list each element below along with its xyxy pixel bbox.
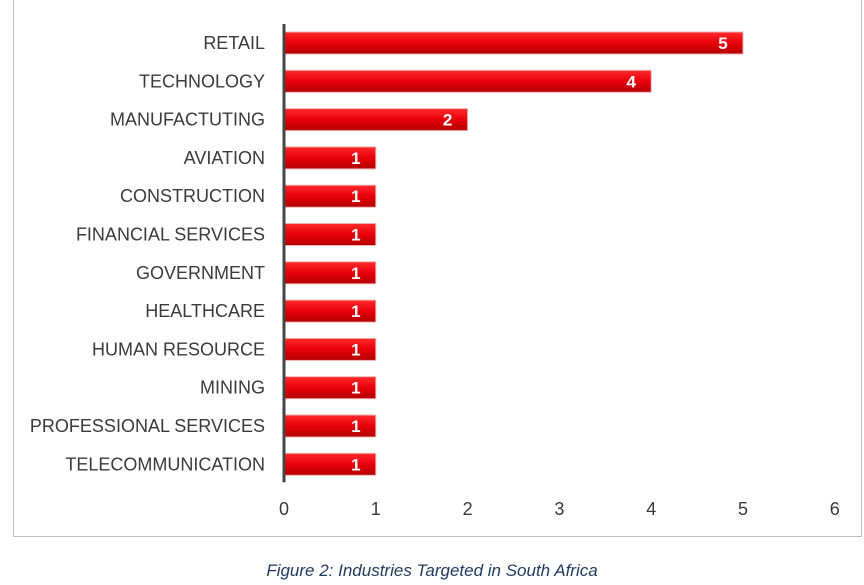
bar-financial-services: [283, 223, 377, 246]
category-label-mining: MINING: [200, 378, 265, 398]
data-label-aviation: 1: [351, 149, 360, 168]
bar-mining: [283, 376, 377, 400]
data-label-healthcare: 1: [351, 302, 360, 321]
data-label-mining: 1: [351, 379, 360, 398]
bar-construction: [283, 184, 377, 208]
category-labels: RETAIL TECHNOLOGY MANUFACTUTING AVIATION CON…: [30, 33, 265, 474]
bar-aviation: [283, 146, 377, 170]
data-label-technology: 4: [626, 72, 636, 91]
x-tick-label-5: 5: [738, 499, 748, 519]
bar-human-resource: [283, 337, 377, 361]
x-tick-label-4: 4: [646, 499, 656, 519]
data-label-financial-services: 1: [351, 226, 360, 245]
category-label-retail: RETAIL: [203, 33, 265, 53]
category-label-human-resource: HUMAN RESOURCE: [92, 339, 265, 359]
x-tick-label-2: 2: [463, 499, 473, 519]
data-label-human-resource: 1: [351, 340, 360, 359]
data-label-retail: 5: [718, 34, 727, 53]
data-label-construction: 1: [351, 187, 360, 206]
data-labels: 5 4 2 1 1 1 1 1 1 1 1 1: [351, 34, 728, 474]
category-label-technology: TECHNOLOGY: [139, 71, 265, 91]
bar-manufactuting: [283, 108, 469, 132]
x-tick-label-1: 1: [371, 499, 381, 519]
x-tick-label-6: 6: [830, 499, 840, 519]
industries-bar-chart: RETAIL TECHNOLOGY MANUFACTUTING AVIATION CON…: [30, 24, 840, 519]
x-tick-label-0: 0: [279, 499, 289, 519]
figure-caption: Figure 2: Industries Targeted in South A…: [266, 561, 598, 580]
category-label-professional-services: PROFESSIONAL SERVICES: [30, 416, 265, 436]
bar-technology: [283, 69, 652, 93]
category-label-healthcare: HEALTHCARE: [145, 301, 265, 321]
data-label-professional-services: 1: [351, 417, 360, 436]
data-label-telecommunication: 1: [351, 455, 360, 474]
bar-healthcare: [283, 299, 377, 323]
data-label-manufactuting: 2: [443, 111, 452, 130]
bar-government: [283, 261, 377, 285]
category-label-aviation: AVIATION: [184, 148, 265, 168]
category-label-manufactuting: MANUFACTUTING: [110, 110, 265, 130]
bars-layer: [283, 31, 744, 476]
x-tick-labels: 0 1 2 3 4 5 6: [279, 499, 840, 519]
category-label-government: GOVERNMENT: [136, 263, 265, 283]
bar-retail: [283, 31, 744, 55]
bar-telecommunication: [283, 452, 377, 476]
category-label-financial-services: FINANCIAL SERVICES: [76, 225, 265, 245]
x-tick-label-3: 3: [554, 499, 564, 519]
category-label-construction: CONSTRUCTION: [120, 186, 265, 206]
bar-professional-services: [283, 414, 377, 438]
data-label-government: 1: [351, 264, 360, 283]
category-label-telecommunication: TELECOMMUNICATION: [65, 454, 265, 474]
